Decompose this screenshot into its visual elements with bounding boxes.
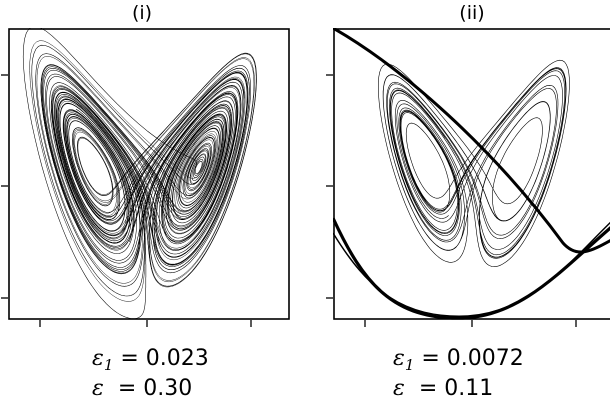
panel-ii-title: (ii) [459,2,485,24]
panel-i-trajectory [29,40,257,302]
panel-ii-eps1-symbol: ε [393,346,405,371]
panel-i-eps1-subscript: 1 [103,356,114,374]
panel-ii-axis-ticks [326,74,577,327]
panel-i-title: (i) [131,2,153,24]
panel-ii-curves [333,28,610,320]
panel-i-axis-ticks [1,74,252,327]
panel-i-eps1-value: = 0.023 [120,346,209,371]
panel-i-eps-symbol: ε [92,376,104,401]
panel-ii-eps-symbol: ε [393,376,405,401]
panel-i-curves [22,28,257,319]
panel-ii-eps-value: = 0.11 [418,376,494,401]
panel-ii-bold-curve [333,221,610,317]
panel-ii-trajectory [378,59,570,267]
panel-i-plot [8,28,290,320]
panel-ii-eps1-value: = 0.0072 [421,346,524,371]
panel-ii-eps1-subscript: 1 [404,356,415,374]
panel-i-eps1-label: ε1 = 0.023 [92,346,209,378]
panel-i-eps-label: ε = 0.30 [92,376,192,402]
panel-i-eps-value: = 0.30 [117,376,193,401]
panel-i-frame [8,28,290,320]
panel-i-trajectory [22,28,257,319]
panel-ii-frame [333,28,610,320]
panel-ii-eps1-label: ε1 = 0.0072 [393,346,524,378]
panel-ii-bold-curve [333,28,610,254]
panel-ii-plot [333,28,610,320]
panel-i-eps1-symbol: ε [92,346,104,371]
panel-ii-eps-label: ε = 0.11 [393,376,493,402]
